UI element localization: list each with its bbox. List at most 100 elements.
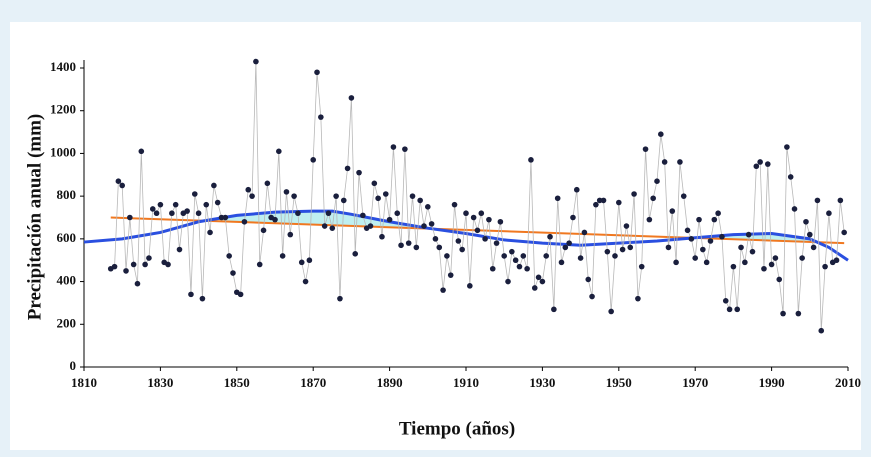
data-point	[558, 259, 565, 266]
data-point	[482, 236, 488, 242]
data-point	[459, 246, 465, 253]
data-point	[467, 283, 473, 289]
data-point	[134, 280, 141, 287]
data-point	[440, 287, 446, 293]
data-point	[700, 246, 706, 253]
data-point	[165, 261, 171, 268]
data-point	[787, 174, 794, 180]
data-point	[826, 210, 832, 217]
data-point	[570, 214, 576, 221]
data-point	[761, 265, 767, 272]
data-point	[493, 240, 500, 246]
y-tick-label: 1400	[50, 59, 76, 74]
data-point	[382, 191, 389, 197]
x-tick-label: 1970	[682, 375, 708, 390]
data-point	[237, 291, 244, 298]
data-point	[562, 244, 569, 251]
data-point	[646, 216, 653, 223]
data-point	[673, 259, 679, 266]
data-point	[784, 144, 790, 150]
data-point	[638, 263, 645, 270]
data-point	[833, 257, 840, 264]
data-point	[528, 157, 534, 163]
data-point	[249, 193, 255, 199]
data-point	[325, 210, 332, 217]
data-point	[371, 180, 378, 187]
data-point	[402, 146, 408, 152]
data-point	[340, 197, 347, 204]
data-point	[478, 210, 485, 217]
data-point	[604, 248, 611, 255]
data-point	[470, 214, 477, 221]
data-point	[661, 159, 668, 165]
data-point	[153, 210, 160, 217]
data-point	[130, 261, 137, 268]
data-point	[421, 223, 427, 229]
data-point	[688, 236, 695, 242]
data-point	[509, 248, 515, 255]
data-point	[608, 308, 614, 315]
data-point	[734, 306, 741, 313]
data-point	[463, 210, 469, 217]
data-point	[573, 186, 580, 193]
data-point	[298, 259, 305, 266]
data-point	[742, 259, 748, 266]
data-point	[283, 189, 290, 195]
data-point	[138, 148, 145, 155]
data-point	[745, 231, 752, 238]
data-point	[360, 212, 366, 219]
data-point	[264, 180, 271, 187]
data-point	[287, 231, 294, 238]
data-point	[753, 163, 760, 170]
data-point	[191, 191, 198, 197]
x-tick-label: 1950	[606, 375, 632, 390]
data-point	[489, 265, 496, 272]
data-point	[627, 244, 634, 251]
data-point	[684, 227, 691, 234]
data-point	[279, 253, 286, 259]
x-tick-label: 1850	[224, 375, 250, 390]
shaded-area	[206, 211, 816, 243]
data-point	[348, 95, 355, 101]
data-point	[115, 178, 122, 184]
data-point	[394, 210, 401, 217]
data-point	[425, 204, 431, 210]
data-point	[367, 223, 374, 229]
data-point	[195, 210, 202, 217]
data-point	[302, 278, 309, 285]
data-point	[551, 306, 557, 313]
data-point	[356, 169, 362, 176]
data-point	[497, 218, 504, 225]
y-axis-title: Precipitación anual (mm)	[24, 114, 45, 321]
data-point	[417, 197, 423, 204]
data-point	[409, 193, 416, 199]
data-point	[764, 161, 771, 167]
data-point	[318, 114, 324, 120]
data-point	[321, 223, 328, 229]
y-tick-label: 200	[57, 315, 77, 330]
y-tick-label: 1000	[50, 144, 76, 159]
data-point	[226, 253, 232, 259]
data-point	[329, 225, 336, 231]
data-point	[149, 206, 156, 212]
x-tick-label: 1830	[147, 375, 173, 390]
data-point	[711, 216, 718, 223]
data-point	[577, 255, 584, 261]
x-tick-label: 1870	[300, 375, 326, 390]
data-point	[214, 199, 221, 206]
data-point	[810, 244, 817, 251]
data-point	[566, 240, 572, 246]
data-point	[677, 159, 683, 165]
data-point	[531, 285, 538, 291]
data-point	[616, 199, 622, 206]
data-point	[436, 244, 443, 251]
data-point	[455, 238, 462, 244]
data-point	[822, 263, 828, 270]
data-point	[451, 201, 458, 208]
y-tick-label: 600	[57, 230, 77, 245]
data-point	[253, 58, 259, 65]
data-point	[222, 214, 229, 221]
data-point	[444, 253, 450, 259]
data-point	[413, 244, 420, 251]
data-point	[593, 201, 599, 208]
